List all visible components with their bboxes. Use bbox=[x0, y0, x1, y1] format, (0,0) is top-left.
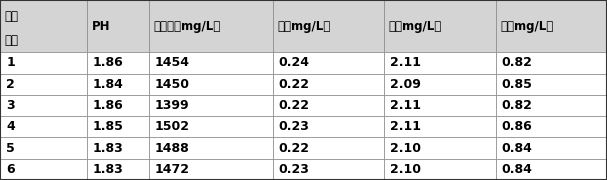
Bar bbox=[87, 73, 149, 95]
Text: 1.83: 1.83 bbox=[93, 163, 124, 176]
Bar bbox=[149, 159, 273, 180]
Text: 悬浮物（mg/L）: 悬浮物（mg/L） bbox=[154, 20, 221, 33]
Text: 铜（mg/L）: 铜（mg/L） bbox=[500, 20, 554, 33]
Bar bbox=[495, 0, 607, 52]
Bar bbox=[273, 116, 384, 137]
Text: 1.86: 1.86 bbox=[93, 56, 124, 69]
Text: 1.84: 1.84 bbox=[93, 78, 124, 91]
Bar bbox=[87, 95, 149, 116]
Bar bbox=[384, 73, 495, 95]
Bar bbox=[149, 52, 273, 73]
Text: 5: 5 bbox=[6, 141, 15, 155]
Bar bbox=[0, 73, 87, 95]
Bar bbox=[273, 52, 384, 73]
Bar bbox=[87, 137, 149, 159]
Bar bbox=[149, 95, 273, 116]
Bar bbox=[87, 0, 149, 52]
Text: PH: PH bbox=[92, 20, 110, 33]
Text: 6: 6 bbox=[6, 163, 15, 176]
Text: 0.22: 0.22 bbox=[279, 141, 310, 155]
Bar bbox=[273, 137, 384, 159]
Text: 0.24: 0.24 bbox=[279, 56, 310, 69]
Text: 0.84: 0.84 bbox=[501, 141, 532, 155]
Bar bbox=[384, 95, 495, 116]
Bar bbox=[384, 52, 495, 73]
Text: 1450: 1450 bbox=[155, 78, 190, 91]
Bar bbox=[495, 116, 607, 137]
Bar bbox=[495, 52, 607, 73]
Text: 1.85: 1.85 bbox=[93, 120, 124, 133]
Bar bbox=[149, 0, 273, 52]
Text: 2.11: 2.11 bbox=[390, 120, 421, 133]
Bar bbox=[384, 0, 495, 52]
Bar bbox=[495, 137, 607, 159]
Text: 0.22: 0.22 bbox=[279, 78, 310, 91]
Bar bbox=[149, 116, 273, 137]
Text: 2.09: 2.09 bbox=[390, 78, 421, 91]
Bar bbox=[495, 95, 607, 116]
Text: 0.23: 0.23 bbox=[279, 120, 310, 133]
Bar bbox=[384, 137, 495, 159]
Bar bbox=[0, 159, 87, 180]
Bar bbox=[0, 52, 87, 73]
Text: 1488: 1488 bbox=[155, 141, 189, 155]
Text: 编号: 编号 bbox=[5, 34, 19, 47]
Bar bbox=[273, 95, 384, 116]
Text: 1454: 1454 bbox=[155, 56, 190, 69]
Text: 0.82: 0.82 bbox=[501, 99, 532, 112]
Text: 0.86: 0.86 bbox=[501, 120, 532, 133]
Text: 项目: 项目 bbox=[5, 10, 19, 23]
Text: 0.82: 0.82 bbox=[501, 56, 532, 69]
Bar bbox=[0, 95, 87, 116]
Text: 2: 2 bbox=[6, 78, 15, 91]
Text: 2.10: 2.10 bbox=[390, 163, 421, 176]
Text: 0.23: 0.23 bbox=[279, 163, 310, 176]
Text: 1502: 1502 bbox=[155, 120, 190, 133]
Bar bbox=[149, 73, 273, 95]
Text: 2.10: 2.10 bbox=[390, 141, 421, 155]
Bar bbox=[273, 0, 384, 52]
Text: 3: 3 bbox=[6, 99, 15, 112]
Text: 锅（mg/L）: 锅（mg/L） bbox=[277, 20, 331, 33]
Bar bbox=[149, 137, 273, 159]
Bar bbox=[0, 116, 87, 137]
Text: 0.84: 0.84 bbox=[501, 163, 532, 176]
Bar bbox=[384, 116, 495, 137]
Bar bbox=[495, 159, 607, 180]
Text: 0.22: 0.22 bbox=[279, 99, 310, 112]
Text: 1: 1 bbox=[6, 56, 15, 69]
Text: 1472: 1472 bbox=[155, 163, 190, 176]
Bar bbox=[495, 73, 607, 95]
Bar bbox=[87, 52, 149, 73]
Bar bbox=[273, 159, 384, 180]
Text: 4: 4 bbox=[6, 120, 15, 133]
Text: 2.11: 2.11 bbox=[390, 56, 421, 69]
Bar bbox=[0, 0, 87, 52]
Text: 2.11: 2.11 bbox=[390, 99, 421, 112]
Text: 1399: 1399 bbox=[155, 99, 189, 112]
Text: 1.83: 1.83 bbox=[93, 141, 124, 155]
Bar bbox=[87, 116, 149, 137]
Text: 0.85: 0.85 bbox=[501, 78, 532, 91]
Bar bbox=[0, 137, 87, 159]
Bar bbox=[273, 73, 384, 95]
Text: 1.86: 1.86 bbox=[93, 99, 124, 112]
Bar bbox=[384, 159, 495, 180]
Bar bbox=[87, 159, 149, 180]
Text: 镁（mg/L）: 镁（mg/L） bbox=[389, 20, 442, 33]
